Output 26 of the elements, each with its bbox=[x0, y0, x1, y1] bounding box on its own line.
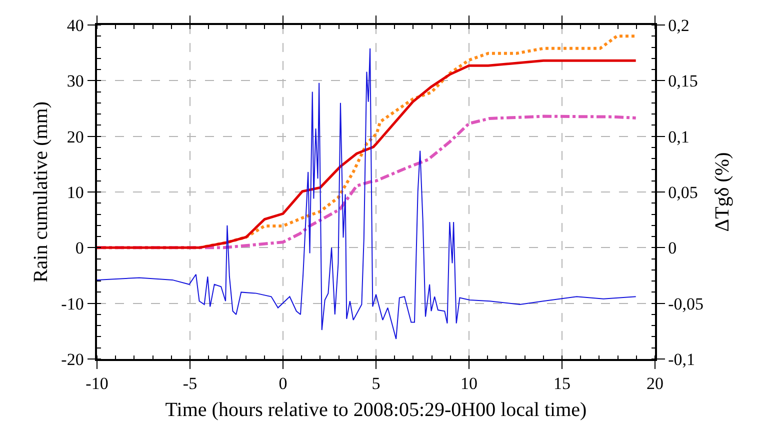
y-axis-title: Rain cumulative (mm) bbox=[30, 101, 52, 283]
y2-tick-label: 0,1 bbox=[668, 127, 690, 146]
x-tick-label: 10 bbox=[460, 374, 478, 394]
y-tick-label: -20 bbox=[61, 350, 84, 369]
x-tick-label: -5 bbox=[182, 374, 198, 394]
x-tick-label: 15 bbox=[554, 374, 570, 394]
y2-axis-title: ΔTgδ (%) bbox=[712, 152, 734, 232]
line-series bbox=[97, 48, 636, 340]
y2-tick-label: 0,15 bbox=[668, 72, 698, 91]
x-tick-label: 5 bbox=[372, 374, 380, 394]
y-tick-label: -10 bbox=[61, 294, 84, 314]
y-tick-label: 40 bbox=[66, 16, 84, 35]
x-axis-title: Time (hours relative to 2008:05:29-0H00 local time) bbox=[165, 399, 587, 422]
y-tick-label: 20 bbox=[66, 127, 84, 146]
y-tick-label: 30 bbox=[66, 72, 84, 91]
y2-tick-label: -0,1 bbox=[668, 350, 696, 369]
x-tick-label: 20 bbox=[646, 374, 664, 394]
y-tick-label: 0 bbox=[75, 238, 84, 258]
x-tick-label: -10 bbox=[86, 374, 108, 394]
y2-tick-label: 0,05 bbox=[668, 182, 698, 202]
line-series bbox=[97, 114, 638, 250]
y-tick-label: 10 bbox=[66, 182, 84, 202]
x-tick-label: 0 bbox=[278, 374, 288, 394]
y2-tick-label: 0,2 bbox=[668, 16, 690, 35]
y2-tick-label: 0 bbox=[668, 238, 677, 258]
y2-tick-label: -0,05 bbox=[668, 294, 704, 314]
